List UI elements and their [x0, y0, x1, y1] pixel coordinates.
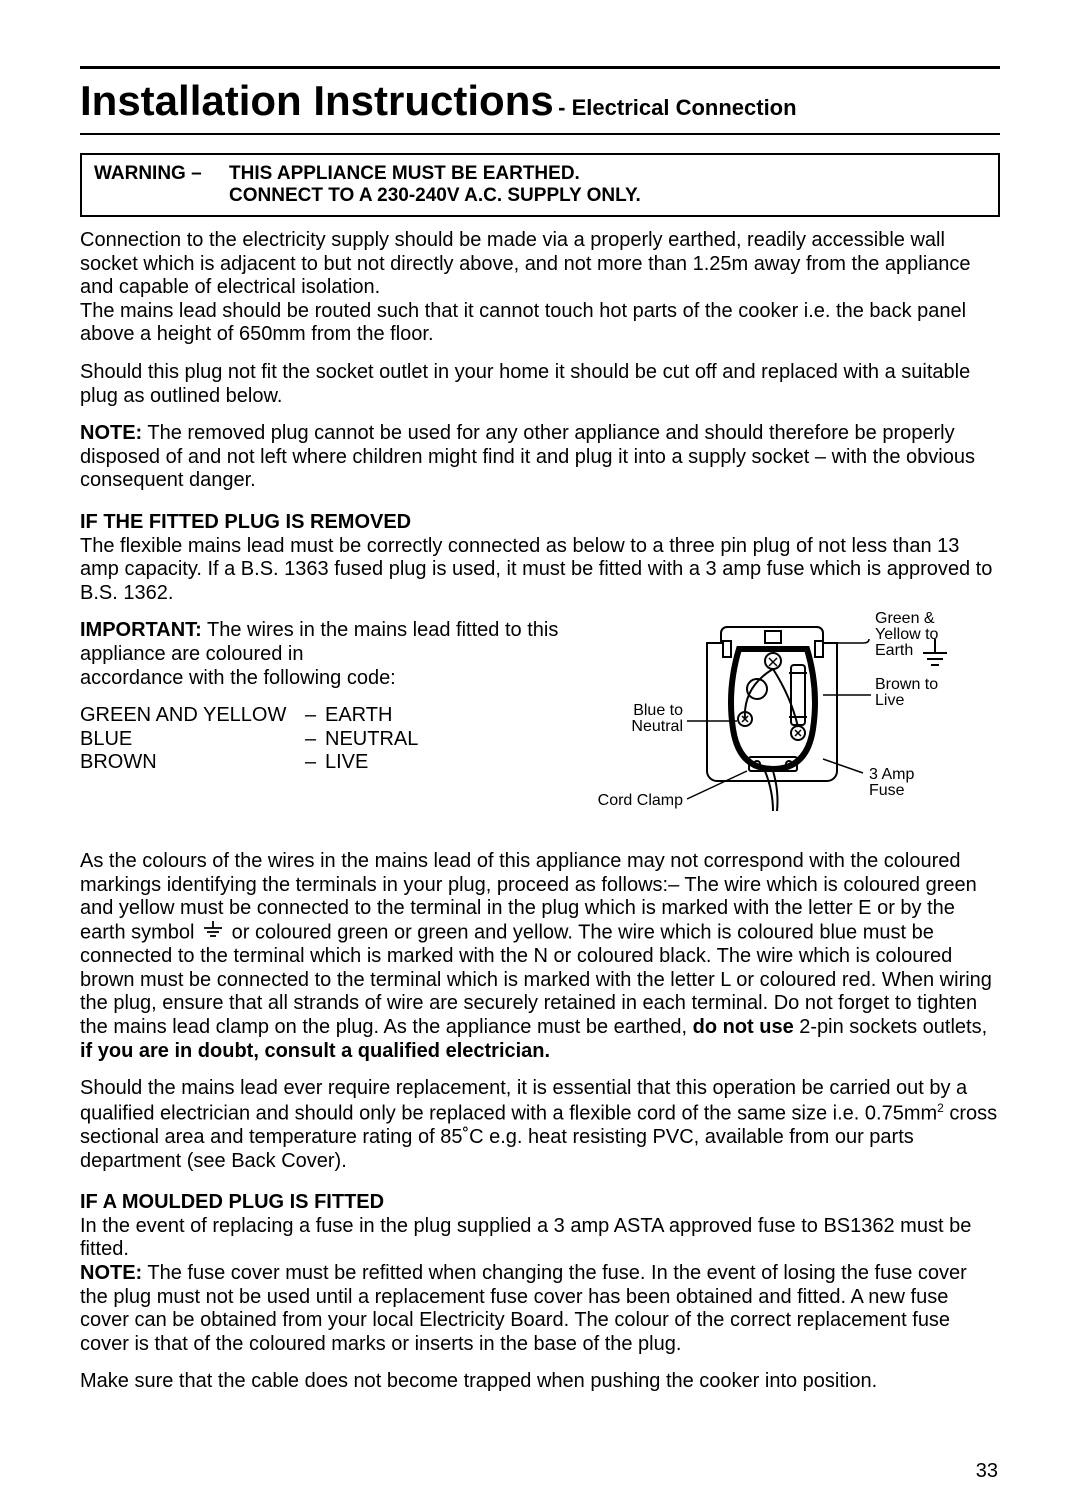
- earth-symbol-icon: [200, 921, 226, 946]
- para-lead-replacement: Should the mains lead ever require repla…: [80, 1077, 1000, 1173]
- p4-bold2: if you are in doubt, consult a qualified…: [80, 1040, 550, 1062]
- p4-bold1: do not use: [693, 1016, 794, 1038]
- p5a: Should the mains lead ever require repla…: [80, 1077, 967, 1124]
- wire-dash: –: [305, 704, 325, 728]
- wire-code-text: IMPORTANT: The wires in the mains lead f…: [80, 609, 577, 775]
- title-main: Installation Instructions: [80, 77, 554, 124]
- diagram-label-earth1: Green &: [875, 610, 935, 627]
- page-title: Installation Instructions - Electrical C…: [80, 77, 1000, 125]
- wire-dash: –: [305, 728, 325, 752]
- diagram-label-neutral2: Neutral: [631, 718, 683, 735]
- para-fuse-replace: In the event of replacing a fuse in the …: [80, 1215, 1000, 1262]
- wire-terminal: NEUTRAL: [325, 728, 425, 752]
- warning-label: WARNING –: [94, 163, 229, 207]
- para-mains-routing: The mains lead should be routed such tha…: [80, 300, 1000, 347]
- wire-row-live: BROWN – LIVE: [80, 751, 577, 775]
- wire-colour: BLUE: [80, 728, 305, 752]
- warning-box: WARNING – THIS APPLIANCE MUST BE EARTHED…: [80, 153, 1000, 217]
- p5sup: 2: [937, 1101, 944, 1115]
- important-label: IMPORTANT:: [80, 619, 202, 641]
- title-sub: - Electrical Connection: [558, 95, 796, 120]
- top-rule: [80, 66, 1000, 69]
- plug-diagram-svg: Green & Yellow to Earth Brown to Live Bl…: [587, 609, 1007, 829]
- wire-colour: GREEN AND YELLOW: [80, 704, 305, 728]
- para-note-removed-plug: NOTE: The removed plug cannot be used fo…: [80, 422, 1000, 493]
- para-flexible-lead: The flexible mains lead must be correctl…: [80, 535, 1000, 606]
- under-title-rule: [80, 133, 1000, 135]
- warning-line1: THIS APPLIANCE MUST BE EARTHED.: [229, 163, 641, 185]
- para-cable-trap: Make sure that the cable does not become…: [80, 1370, 1000, 1394]
- wire-code-section: IMPORTANT: The wires in the mains lead f…: [80, 609, 1000, 836]
- wire-terminal: EARTH: [325, 704, 425, 728]
- p4c: 2-pin sockets outlets,: [794, 1016, 987, 1038]
- wire-dash: –: [305, 751, 325, 775]
- important-text-2: accordance with the following code:: [80, 667, 577, 691]
- plug-diagram: Green & Yellow to Earth Brown to Live Bl…: [587, 609, 1007, 836]
- note-text: The removed plug cannot be used for any …: [80, 422, 975, 491]
- diagram-label-fuse2: Fuse: [869, 782, 905, 799]
- wire-row-earth: GREEN AND YELLOW – EARTH: [80, 704, 577, 728]
- body-text: Connection to the electricity supply sho…: [80, 229, 1000, 1394]
- note-label: NOTE:: [80, 422, 142, 444]
- para-wire-colours: As the colours of the wires in the mains…: [80, 850, 1000, 1063]
- para-note-fuse-cover: NOTE: The fuse cover must be refitted wh…: [80, 1262, 1000, 1356]
- wire-terminal: LIVE: [325, 751, 425, 775]
- heading-removed-plug: IF THE FITTED PLUG IS REMOVED: [80, 511, 1000, 535]
- diagram-label-live2: Live: [875, 692, 904, 709]
- wire-row-neutral: BLUE – NEUTRAL: [80, 728, 577, 752]
- warning-text: THIS APPLIANCE MUST BE EARTHED. CONNECT …: [229, 163, 641, 207]
- diagram-label-clamp: Cord Clamp: [597, 792, 682, 809]
- diagram-label-earth2: Yellow to: [875, 626, 939, 643]
- warning-line2: CONNECT TO A 230-240V A.C. SUPPLY ONLY.: [229, 185, 641, 207]
- wire-colour-table: GREEN AND YELLOW – EARTH BLUE – NEUTRAL …: [80, 704, 577, 775]
- para-plug-fit: Should this plug not fit the socket outl…: [80, 361, 1000, 408]
- note2-text: The fuse cover must be refitted when cha…: [80, 1262, 967, 1355]
- para-connection: Connection to the electricity supply sho…: [80, 229, 1000, 300]
- diagram-label-live1: Brown to: [875, 676, 938, 693]
- heading-moulded-plug: IF A MOULDED PLUG IS FITTED: [80, 1191, 1000, 1215]
- diagram-label-earth3: Earth: [875, 642, 913, 659]
- note2-label: NOTE:: [80, 1262, 142, 1284]
- diagram-label-fuse1: 3 Amp: [869, 766, 914, 783]
- wire-colour: BROWN: [80, 751, 305, 775]
- page-number: 33: [976, 1460, 998, 1483]
- diagram-label-neutral1: Blue to: [633, 702, 683, 719]
